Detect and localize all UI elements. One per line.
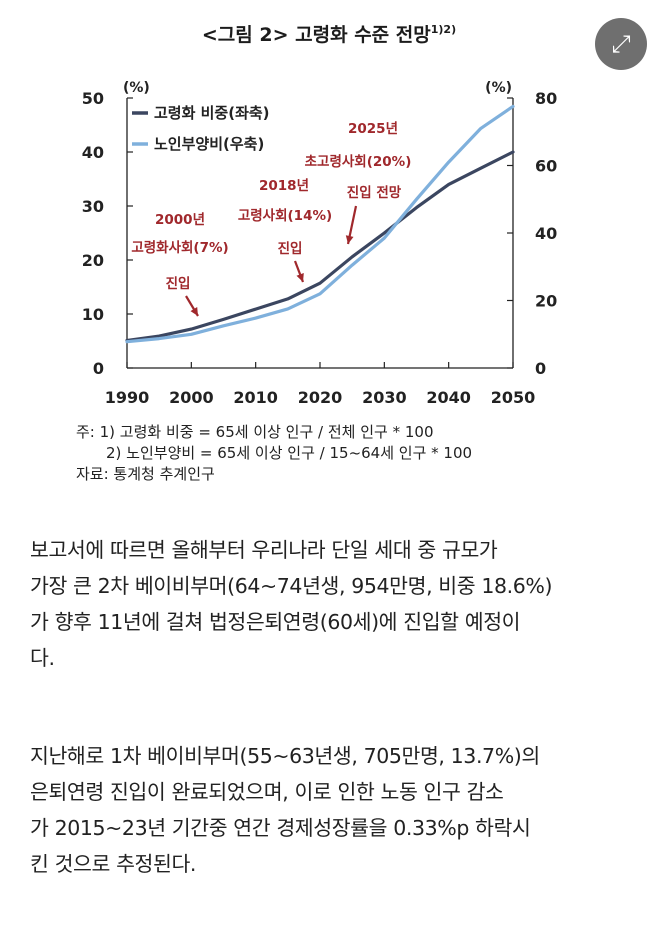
left-tick-label: 50 <box>82 89 104 108</box>
expand-button[interactable]: ⤢ <box>595 18 647 70</box>
annotation-text: 고령사회(14%) <box>238 208 332 224</box>
annotation-text: 2000년 <box>155 212 205 228</box>
article-paragraph-2: 지난해로 1차 베이비부머(55~63년생, 705만명, 13.7%)의 은퇴… <box>30 738 630 882</box>
annotation-text: 진입 <box>166 275 191 292</box>
figure-title-text: <그림 2> 고령화 수준 전망 <box>201 24 431 46</box>
note-source: 자료: 통계청 추계인구 <box>76 465 215 483</box>
series-line-2 <box>125 104 515 344</box>
right-tick-label: 40 <box>535 224 557 243</box>
left-tick-label: 0 <box>93 359 104 378</box>
left-axis-unit: (%) <box>123 80 150 96</box>
article-line: 보고서에 따르면 올해부터 우리나라 단일 세대 중 규모가 <box>30 538 498 562</box>
article-line: 지난해로 1차 베이비부머(55~63년생, 705만명, 13.7%)의 <box>30 744 540 768</box>
annotation-text: 2018년 <box>259 178 309 194</box>
left-tick-label: 20 <box>82 251 104 270</box>
figure-title: <그림 2> 고령화 수준 전망1)2) <box>0 20 658 47</box>
right-tick-label: 0 <box>535 359 546 378</box>
note-line-2: 2) 노인부양비 = 65세 이상 인구 / 15~64세 인구 * 100 <box>106 444 473 462</box>
left-tick-label: 30 <box>82 197 104 216</box>
x-tick-label: 2030 <box>362 388 407 407</box>
annotation-text: 초고령사회(20%) <box>305 154 412 170</box>
legend-label: 고령화 비중(좌축) <box>154 104 270 122</box>
annotation-arrow-head <box>190 307 198 316</box>
x-tick-label: 2040 <box>426 388 471 407</box>
annotation-arrow-head <box>296 273 304 282</box>
right-tick-label: 20 <box>535 292 557 311</box>
left-tick-label: 40 <box>82 143 104 162</box>
article-line: 다. <box>30 646 55 670</box>
expand-arrows-icon: ⤢ <box>611 30 631 58</box>
annotation-text: 고령화사회(7%) <box>131 240 228 256</box>
annotation-text: 진입 전망 <box>347 184 402 201</box>
article-line: 가장 큰 2차 베이비부머(64~74년생, 954만명, 비중 18.6%) <box>30 574 553 598</box>
legend-label: 노인부양비(우축) <box>154 135 264 153</box>
left-tick-label: 10 <box>82 305 104 324</box>
series-line-1 <box>125 150 515 343</box>
x-tick-label: 2010 <box>233 388 278 407</box>
x-tick-label: 2000 <box>169 388 214 407</box>
annotation-arrow-head <box>345 235 354 244</box>
article-line: 은퇴연령 진입이 완료되었으며, 이로 인한 노동 인구 감소 <box>30 780 504 804</box>
article-line: 가 향후 11년에 걸쳐 법정은퇴연령(60세)에 진입할 예정이 <box>30 610 521 634</box>
annotation-text: 2025년 <box>348 121 398 137</box>
x-tick-label: 2020 <box>298 388 343 407</box>
note-line-1: 주: 1) 고령화 비중 = 65세 이상 인구 / 전체 인구 * 100 <box>76 423 434 441</box>
article-line: 가 2015~23년 기간중 연간 경제성장률을 0.33%p 하락시 <box>30 816 531 840</box>
chart-notes: 주: 1) 고령화 비중 = 65세 이상 인구 / 전체 인구 * 100 2… <box>76 422 472 485</box>
right-axis-unit: (%) <box>485 80 512 96</box>
article-paragraph-1: 보고서에 따르면 올해부터 우리나라 단일 세대 중 규모가 가장 큰 2차 베… <box>30 532 630 676</box>
figure-title-footnote: 1)2) <box>430 23 457 36</box>
x-tick-label: 1990 <box>105 388 150 407</box>
annotation-text: 진입 <box>278 240 303 257</box>
right-tick-label: 80 <box>535 89 557 108</box>
article-line: 킨 것으로 추정된다. <box>30 852 197 876</box>
right-tick-label: 60 <box>535 157 557 176</box>
x-tick-label: 2050 <box>491 388 536 407</box>
